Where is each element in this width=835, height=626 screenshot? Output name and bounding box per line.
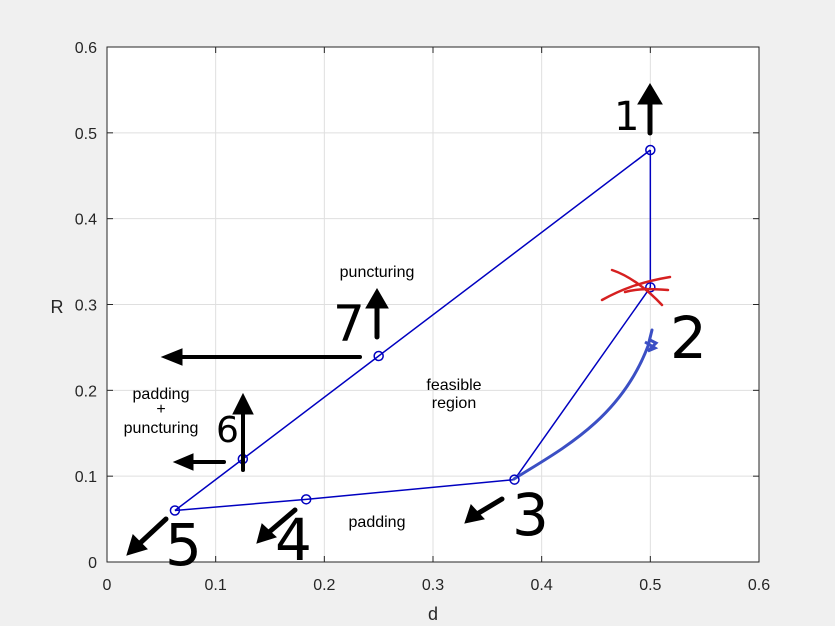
arrow-left-long-icon [160, 348, 362, 366]
handwritten-curve [512, 328, 654, 481]
handwritten-number-2: 2 [670, 304, 707, 372]
handwritten-cross [600, 268, 672, 307]
annotation-feasible-2: region [432, 395, 476, 412]
handwritten-scribble [644, 338, 659, 353]
tick-labels: 0 0.1 0.2 0.3 0.4 0.5 0.6 0 0.1 0.2 0.3 0.4 0.5 0.6 [75, 40, 770, 594]
y-tick-label: 0.5 [75, 126, 97, 143]
arrow-left-short-icon [172, 453, 226, 471]
handwritten-number-4: 4 [275, 506, 312, 574]
arrow-up-7-icon [365, 288, 389, 340]
annotation-puncturing: puncturing [340, 264, 415, 281]
handwritten-number-1: 1 [614, 94, 639, 140]
arrow-down-left-5-icon [126, 516, 169, 556]
annotation-padding-puncturing-1: padding [133, 386, 190, 403]
handwritten-arrows [126, 83, 663, 556]
annotation-feasible-1: feasible [426, 377, 481, 394]
y-tick-label: 0.4 [75, 212, 97, 229]
data-point [645, 144, 656, 156]
handwritten-number-5: 5 [165, 511, 202, 579]
x-tick-label: 0.5 [639, 577, 661, 594]
arrow-up-1-icon [637, 83, 663, 136]
y-tick-label: 0.1 [75, 469, 97, 486]
y-tick-label: 0 [88, 555, 97, 572]
data-point [645, 282, 656, 293]
handwritten-number-7: 7 [333, 295, 365, 353]
y-tick-label: 0.2 [75, 383, 97, 400]
x-tick-label: 0 [103, 577, 112, 594]
annotation-padding: padding [349, 514, 406, 531]
y-tick-label: 0.3 [75, 298, 97, 315]
annotation-padding-puncturing-3: puncturing [124, 420, 199, 437]
data-point [300, 494, 312, 505]
series-line [174, 149, 651, 512]
data-point [169, 505, 181, 516]
data-point [509, 474, 520, 485]
x-tick-label: 0.1 [205, 577, 227, 594]
arrow-up-6-icon [232, 392, 254, 472]
arrow-down-left-4-icon [256, 507, 298, 544]
x-tick-label: 0.3 [422, 577, 444, 594]
data-point [373, 350, 384, 362]
x-tick-label: 0.2 [313, 577, 335, 594]
tick-marks [106, 46, 760, 563]
annotation-padding-puncturing-2: + [156, 401, 165, 418]
x-axis-label: d [428, 604, 438, 624]
series-line [513, 286, 651, 481]
x-tick-label: 0.4 [531, 577, 553, 594]
arrow-down-left-3-icon [464, 496, 505, 524]
handwritten-number-3: 3 [512, 481, 549, 549]
series-line [174, 478, 515, 512]
handwritten-number-6: 6 [216, 410, 239, 451]
x-tick-label: 0.6 [748, 577, 770, 594]
y-tick-label: 0.6 [75, 40, 97, 57]
y-axis-label: R [51, 297, 64, 317]
series-lines [174, 149, 652, 512]
